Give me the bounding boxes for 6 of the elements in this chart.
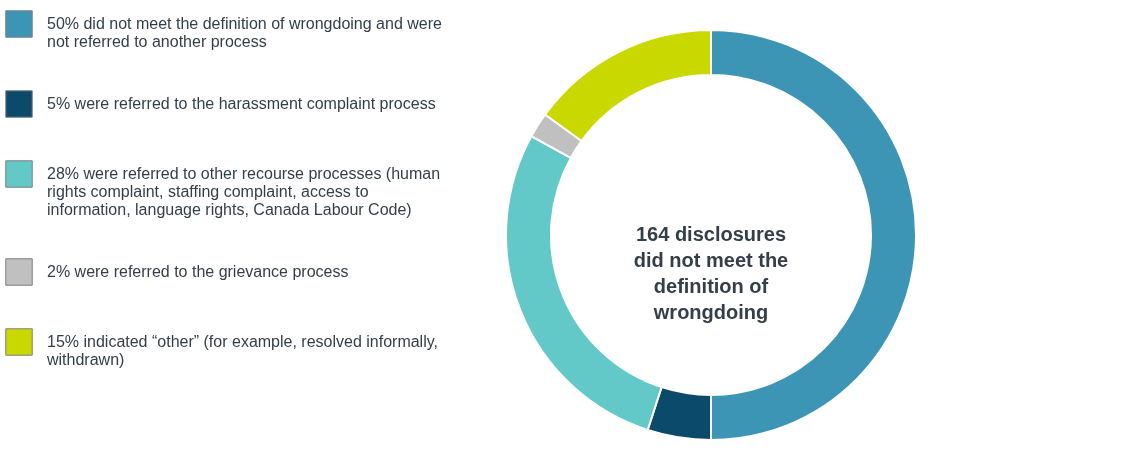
text: 164 disclosures did not meet the definition of wrongdoing: [633, 223, 789, 323]
legend-label: 2% were referred to the grievance process: [47, 263, 349, 280]
legend-label: 50% did not meet the definition of wrongdoing and were not referred to another process: [47, 15, 443, 50]
legend-label: 15% indicated “other” (for example, resolved informally, withdrawn): [46, 333, 438, 368]
legend-label: 5% were referred to the harassment complaint process: [47, 95, 436, 112]
legend-label: 28% were referred to other recourse processes (human rights complaint, staffing complaint, access to information, language rights, Canada Labour Code): [47, 165, 441, 218]
